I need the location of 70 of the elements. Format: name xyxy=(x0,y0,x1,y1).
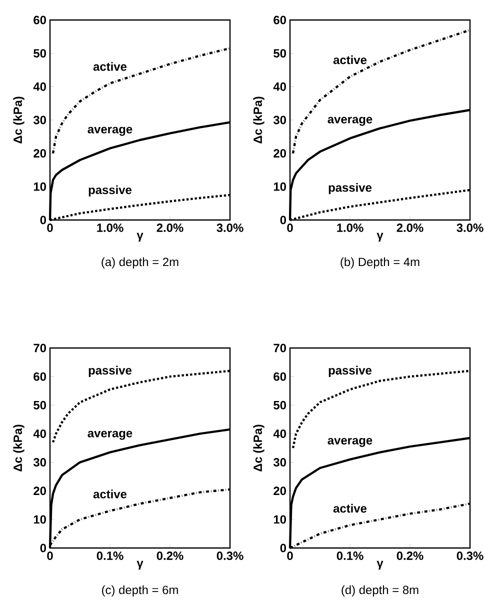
y-tick-label: 10 xyxy=(274,182,286,191)
y-tick-label: 30 xyxy=(273,116,286,124)
y-tick-label: 60 xyxy=(274,16,286,24)
x-tick-label: 0 xyxy=(47,552,53,560)
text: (d) depth = 8m xyxy=(342,585,418,597)
y-tick-label: 40 xyxy=(273,429,286,438)
series-label: average xyxy=(328,116,372,126)
x-axis-title: γ xyxy=(376,560,384,570)
y-tick-label: 60 xyxy=(274,372,286,381)
y-axis-title: Δc (kPa) xyxy=(253,424,264,472)
text: (c) depth = 6m xyxy=(102,585,178,597)
y-tick-label: 60 xyxy=(34,372,46,381)
y-tick-label: 70 xyxy=(34,344,46,352)
series-label: passive xyxy=(88,366,132,377)
series-label: average xyxy=(88,126,132,136)
series-label: active xyxy=(93,62,127,71)
y-tick-label: 70 xyxy=(274,344,286,352)
y-tick-label: 10 xyxy=(34,515,46,524)
x-tick-label: 0.2% xyxy=(156,552,184,560)
x-axis-title: γ xyxy=(136,232,144,242)
x-tick-label: 1.0% xyxy=(97,224,124,232)
x-tick-label: 0 xyxy=(47,224,53,232)
series-label: average xyxy=(88,430,132,440)
x-tick-label: 0.1% xyxy=(336,552,364,560)
series-label: passive xyxy=(328,366,372,377)
x-tick-label: 0 xyxy=(287,552,293,560)
y-tick-label: 50 xyxy=(274,400,286,410)
y-tick-label: 0 xyxy=(40,216,46,224)
x-axis-title: γ xyxy=(136,560,144,570)
y-tick-label: 10 xyxy=(34,182,46,191)
x-axis-title: γ xyxy=(376,232,384,242)
y-tick-label: 30 xyxy=(273,458,286,467)
series-label: active xyxy=(333,55,367,64)
y-axis-title: Δc (kPa) xyxy=(13,424,24,472)
x-tick-label: 0.3% xyxy=(216,552,244,560)
x-tick-label: 2.0% xyxy=(396,224,424,232)
y-tick-label: 50 xyxy=(34,49,46,58)
y-tick-label: 50 xyxy=(274,49,286,58)
y-tick-label: 20 xyxy=(274,149,286,158)
series-label: average xyxy=(328,438,372,447)
y-tick-label: 30 xyxy=(33,116,46,124)
x-tick-label: 2.0% xyxy=(156,224,184,232)
text: (a) depth = 2m xyxy=(102,257,178,269)
x-tick-label: 3.0% xyxy=(216,224,244,232)
y-tick-label: 20 xyxy=(274,486,286,496)
series-label: passive xyxy=(88,185,132,197)
x-tick-label: 0.1% xyxy=(96,552,124,560)
y-axis-title: Δc (kPa) xyxy=(253,96,264,144)
y-tick-label: 40 xyxy=(33,429,46,438)
y-tick-label: 20 xyxy=(34,486,46,496)
x-tick-label: 3.0% xyxy=(456,224,484,232)
y-tick-label: 40 xyxy=(273,82,286,91)
y-axis-title: Δc (kPa) xyxy=(13,96,24,144)
series-label: passive xyxy=(328,183,372,194)
x-tick-label: 0 xyxy=(287,224,293,232)
y-tick-label: 60 xyxy=(34,16,46,24)
y-tick-label: 20 xyxy=(34,149,46,158)
y-tick-label: 0 xyxy=(280,544,286,552)
series-label: active xyxy=(93,490,127,498)
x-tick-label: 0.2% xyxy=(396,552,424,560)
y-tick-label: 50 xyxy=(34,400,46,410)
y-tick-label: 40 xyxy=(33,82,46,91)
series-label: active xyxy=(333,504,367,513)
y-tick-label: 30 xyxy=(33,458,46,467)
y-tick-label: 0 xyxy=(40,544,46,552)
x-tick-label: 0.3% xyxy=(456,552,484,560)
x-tick-label: 1.0% xyxy=(337,224,364,232)
text: (b) Depth = 4m xyxy=(340,257,420,269)
y-tick-label: 10 xyxy=(274,515,286,524)
y-tick-label: 0 xyxy=(280,216,286,224)
